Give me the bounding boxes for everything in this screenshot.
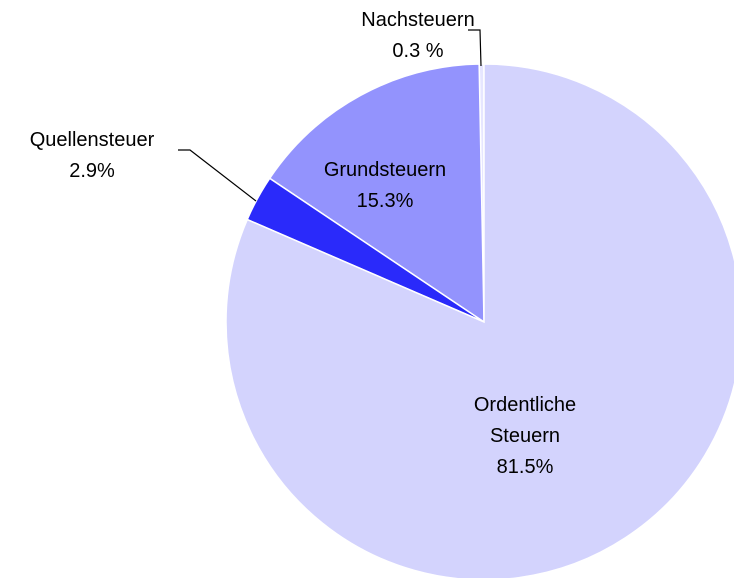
slice-label: Nachsteuern 0.3 % xyxy=(328,5,508,67)
value-label: 81.5% xyxy=(496,456,554,478)
value-label: 15.3% xyxy=(356,190,414,212)
slice-label: Quellensteuer 2.9% xyxy=(2,125,182,187)
leader-line xyxy=(178,149,257,202)
pie-slice xyxy=(268,63,485,324)
leader-line xyxy=(468,29,482,67)
value-label: 2.9% xyxy=(69,160,115,182)
category-label: Grundsteuern xyxy=(323,159,447,181)
value-label: 0.3 % xyxy=(392,40,444,62)
pie-slice xyxy=(225,63,734,578)
slice-label: Grundsteuern 15.3% xyxy=(295,155,475,217)
category-label: Ordentliche Steuern xyxy=(473,394,577,447)
category-label: Nachsteuern xyxy=(361,9,475,31)
slice-label: Ordentliche Steuern 81.5% xyxy=(460,390,590,483)
category-label: Quellensteuer xyxy=(29,129,155,151)
